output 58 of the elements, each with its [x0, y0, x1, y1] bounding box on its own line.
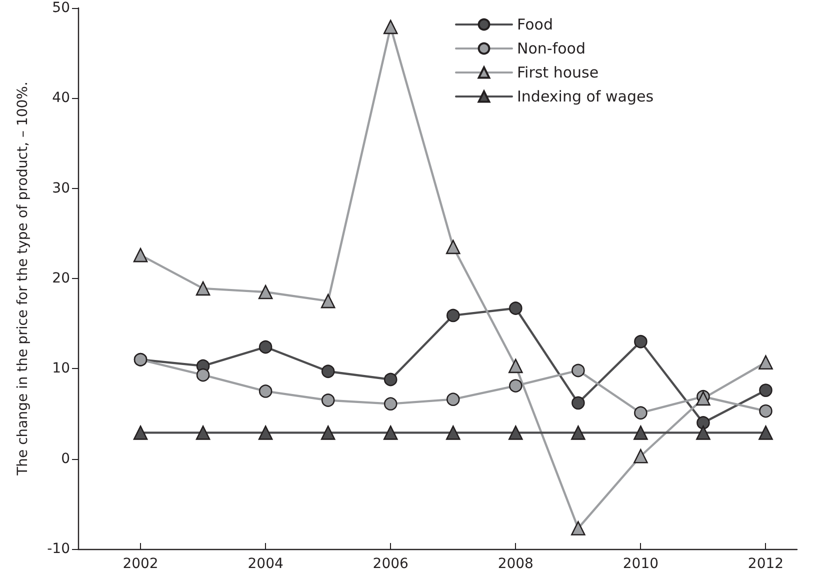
point	[509, 302, 522, 315]
point	[446, 426, 460, 440]
point	[758, 426, 773, 440]
point	[572, 364, 585, 378]
point	[759, 384, 772, 397]
y-tick-label: 10	[52, 360, 70, 377]
point	[572, 396, 585, 410]
y-tick-label: 50	[52, 0, 70, 16]
point	[384, 372, 398, 386]
point	[759, 404, 772, 418]
point	[133, 248, 148, 262]
x-tick-label: 2004	[248, 556, 284, 572]
point	[508, 426, 523, 440]
point	[446, 308, 460, 322]
point	[508, 358, 523, 374]
point	[634, 426, 648, 440]
point	[196, 426, 210, 440]
point	[321, 364, 335, 378]
point	[509, 379, 522, 392]
x-tick-label: 2010	[622, 556, 659, 572]
point	[634, 406, 648, 420]
y-tick-label: 20	[52, 270, 70, 286]
point	[258, 384, 272, 398]
point	[696, 391, 710, 406]
x-tick-label: 2002	[122, 556, 158, 572]
y-axis-title: The change in the price for the type of product, – 100%.	[15, 82, 31, 476]
point	[634, 334, 648, 348]
point	[320, 426, 336, 440]
legend-label: Food	[517, 16, 553, 34]
point	[383, 20, 398, 34]
y-tick-label: 40	[52, 90, 70, 106]
y-tick-label: 0	[61, 450, 70, 467]
point	[196, 281, 210, 296]
point	[196, 368, 210, 382]
legend-label: First house	[517, 64, 599, 82]
point	[383, 426, 398, 440]
point	[696, 426, 710, 440]
point	[320, 294, 336, 308]
point	[634, 448, 648, 464]
legend-label: Indexing of wages	[517, 88, 654, 106]
point	[384, 397, 398, 410]
point	[133, 426, 148, 440]
point	[258, 426, 273, 440]
x-tick-label: 2012	[748, 556, 784, 572]
x-tick-label: 2006	[372, 556, 409, 572]
point	[258, 284, 273, 300]
point	[446, 392, 460, 406]
legend-label: Non-food	[517, 40, 586, 58]
point	[446, 240, 460, 254]
x-tick-label: 2008	[498, 556, 534, 572]
point	[321, 394, 335, 407]
y-tick-label: -10	[47, 541, 70, 557]
point	[258, 340, 272, 354]
point	[696, 416, 710, 430]
point	[571, 426, 586, 440]
point	[571, 521, 586, 536]
y-tick-label: 30	[52, 180, 70, 196]
point	[758, 355, 773, 370]
